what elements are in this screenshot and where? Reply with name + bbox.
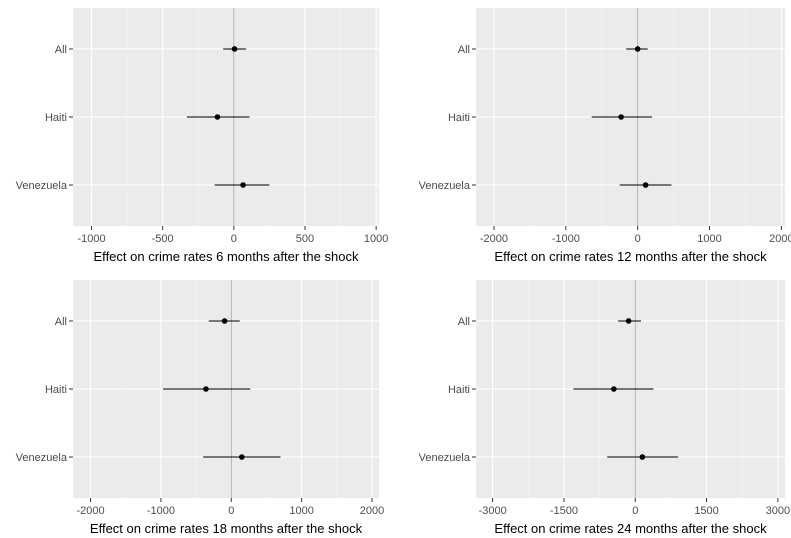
estimate-point-haiti xyxy=(203,386,209,392)
y-tick-label: Venezuela xyxy=(419,180,471,192)
x-tick-label: 500 xyxy=(296,233,314,245)
y-tick-label: All xyxy=(458,44,470,56)
y-tick-label: All xyxy=(458,316,470,328)
panel-1: All Haiti Venezuela -1000 -500 0 500 1000 Effect… xyxy=(16,8,388,264)
estimate-point-all xyxy=(634,46,641,52)
estimate-point-all xyxy=(625,318,632,324)
x-axis-title: Effect on crime rates 12 months after th… xyxy=(494,249,767,264)
estimate-point-all xyxy=(231,46,238,52)
panel-4: All Haiti Venezuela -3000 -1500 0 1500 3000 Effe… xyxy=(419,280,790,536)
panel-2: All Haiti Venezuela -2000 -1000 0 1000 2000Effe… xyxy=(419,8,791,264)
y-tick-label: Haiti xyxy=(448,112,470,124)
x-axis-title: Effect on crime rates 18 months after th… xyxy=(90,521,363,536)
estimate-point-venezuela xyxy=(639,454,646,460)
x-tick-label: -1000 xyxy=(147,505,175,517)
x-tick-label: 0 xyxy=(635,233,641,245)
estimate-point-venezuela xyxy=(240,182,246,188)
x-tick-label: -2000 xyxy=(77,505,105,517)
estimate-point-haiti xyxy=(611,386,617,392)
x-axis-title: Effect on crime rates 24 months after th… xyxy=(494,521,767,536)
y-tick-label: Haiti xyxy=(45,384,67,396)
estimate-point-venezuela xyxy=(642,182,649,188)
estimate-point-haiti xyxy=(214,114,221,120)
x-tick-label: 3000 xyxy=(766,505,790,517)
y-tick-label: Venezuela xyxy=(16,180,68,192)
x-tick-label: -1000 xyxy=(77,233,105,245)
panel-3: All Haiti Venezuela -2000 -1000 0 1000 2000 Effe… xyxy=(16,280,384,536)
y-tick-label: All xyxy=(55,316,67,328)
x-tick-label: -3000 xyxy=(479,505,507,517)
estimate-point-venezuela xyxy=(239,454,245,460)
x-tick-label: -500 xyxy=(152,233,174,245)
estimate-point-haiti xyxy=(618,114,624,120)
x-tick-label: 0 xyxy=(228,505,234,517)
x-tick-label: 1000 xyxy=(364,233,388,245)
x-axis-title: Effect on crime rates 6 months after the… xyxy=(94,249,359,264)
x-tick-label: 1000 xyxy=(289,505,313,517)
x-tick-label: -1000 xyxy=(552,233,580,245)
x-tick-label: 1500 xyxy=(694,505,718,517)
y-tick-label: Haiti xyxy=(45,112,67,124)
x-tick-label: 2000 xyxy=(360,505,384,517)
x-tick-label: 2000 xyxy=(769,233,791,245)
x-tick-label: 0 xyxy=(632,505,638,517)
y-tick-label: All xyxy=(55,44,67,56)
x-tick-label: 0 xyxy=(231,233,237,245)
x-tick-label: -1500 xyxy=(550,505,578,517)
estimate-point-all xyxy=(221,318,228,324)
y-tick-label: Venezuela xyxy=(16,452,68,464)
x-tick-label: -2000 xyxy=(480,233,508,245)
y-tick-label: Haiti xyxy=(448,384,470,396)
y-tick-label: Venezuela xyxy=(419,452,471,464)
x-tick-label: 1000 xyxy=(697,233,721,245)
